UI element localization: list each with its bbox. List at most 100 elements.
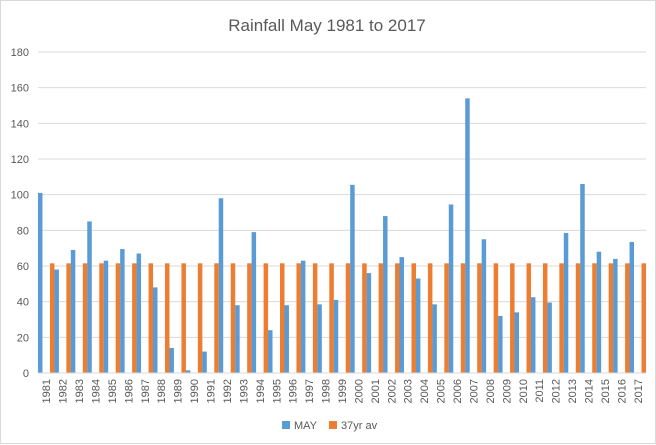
x-tick-label: 1992 [222, 379, 234, 403]
bar-37yr-av [444, 263, 449, 373]
x-tick-label: 2004 [419, 379, 431, 403]
bar-may [152, 287, 158, 373]
x-tick-label: 2001 [370, 379, 382, 403]
bar-37yr-av [99, 263, 104, 373]
bar-may [333, 299, 339, 373]
bar-may [235, 305, 240, 373]
bar-37yr-av [395, 263, 400, 373]
x-tick-label: 2016 [616, 379, 628, 403]
bar-37yr-av [312, 263, 318, 373]
x-tick-label: 2003 [403, 379, 415, 403]
bar-37yr-av [82, 263, 88, 373]
bar-37yr-av [132, 263, 137, 373]
legend-label-37yr-av: 37yr av [341, 420, 378, 432]
x-tick-label: 1996 [288, 379, 300, 403]
bar-may [37, 192, 43, 373]
bar-may [366, 273, 372, 373]
bar-37yr-av [214, 263, 219, 373]
bar-may [136, 253, 142, 373]
bar-may [317, 304, 322, 373]
bar-may [185, 370, 191, 373]
bar-37yr-av [362, 263, 367, 373]
y-tick-label: 0 [23, 368, 29, 380]
bar-37yr-av [230, 263, 236, 373]
bar-37yr-av [641, 263, 647, 373]
y-tick-label: 180 [11, 47, 29, 59]
bar-37yr-av [608, 263, 614, 373]
x-tick-label: 2017 [633, 379, 645, 403]
gridlines [38, 51, 646, 338]
x-tick-label: 1993 [238, 379, 250, 403]
bar-may [580, 183, 585, 373]
y-tick-label: 20 [17, 332, 29, 344]
y-tick-label: 60 [17, 261, 29, 273]
y-tick-label: 100 [11, 190, 29, 202]
x-tick-label: 1997 [304, 379, 316, 403]
bar-may [87, 221, 92, 373]
bar-may [498, 315, 503, 373]
chart-title: Rainfall May 1981 to 2017 [228, 16, 426, 35]
bar-37yr-av [559, 263, 564, 373]
bar-may [432, 304, 437, 373]
bar-37yr-av [625, 263, 630, 373]
bar-37yr-av [247, 263, 252, 373]
bar-may [54, 269, 59, 373]
bar-37yr-av [296, 263, 301, 373]
x-tick-label: 2008 [485, 379, 497, 403]
bar-37yr-av [493, 263, 499, 373]
x-tick-label: 2007 [468, 379, 480, 403]
bar-may [202, 351, 207, 373]
bar-37yr-av [148, 263, 154, 373]
bar-may [169, 348, 174, 373]
bar-37yr-av [66, 263, 71, 373]
x-tick-label: 2013 [567, 379, 579, 403]
bar-37yr-av [411, 263, 416, 373]
x-tick-label: 1982 [58, 379, 70, 403]
y-tick-label: 120 [11, 154, 29, 166]
x-tick-label: 1983 [74, 379, 86, 403]
bar-may [596, 251, 602, 373]
bar-37yr-av [329, 263, 334, 373]
y-tick-label: 160 [11, 83, 29, 95]
bar-may [399, 257, 404, 373]
bar-may [481, 239, 487, 373]
legend: MAY 37yr av [282, 420, 378, 432]
x-tick-label: 1999 [337, 379, 349, 403]
bar-37yr-av [181, 263, 186, 373]
x-tick-label: 2006 [452, 379, 464, 403]
bar-may [120, 249, 125, 373]
bar-37yr-av [526, 263, 532, 373]
x-axis-ticks: 1981 1982 1983 1984 1985 1986 1987 1988 1989 1990… [41, 379, 645, 403]
x-tick-label: 2002 [386, 379, 398, 403]
x-tick-label: 1994 [255, 379, 267, 403]
bar-may [514, 312, 520, 373]
bar-may [415, 278, 421, 373]
y-axis-ticks: 0 20 40 60 80 100 120 140 160 180 [11, 47, 29, 380]
bar-may [530, 297, 536, 373]
bar-may [284, 305, 289, 373]
legend-swatch-37yr-av [329, 421, 337, 429]
x-tick-label: 1987 [140, 379, 152, 403]
x-tick-label: 1995 [271, 379, 283, 403]
bar-37yr-av [510, 263, 515, 373]
bar-may [448, 204, 454, 373]
bar-may [547, 302, 552, 373]
x-tick-label: 2012 [551, 379, 563, 403]
y-tick-label: 40 [17, 297, 29, 309]
bar-may [70, 249, 76, 373]
x-tick-label: 1998 [321, 379, 333, 403]
bar-37yr-av [115, 263, 121, 373]
bar-may [268, 330, 273, 373]
bar-may [218, 198, 224, 373]
bar-37yr-av [378, 263, 384, 373]
x-tick-label: 2010 [518, 379, 530, 403]
bar-may [251, 232, 257, 373]
x-tick-label: 2014 [583, 379, 595, 403]
bar-37yr-av [427, 263, 433, 373]
bar-37yr-av [575, 263, 581, 373]
x-tick-label: 1981 [41, 379, 53, 403]
legend-label-may: MAY [294, 420, 318, 432]
x-tick-label: 2005 [436, 379, 448, 403]
